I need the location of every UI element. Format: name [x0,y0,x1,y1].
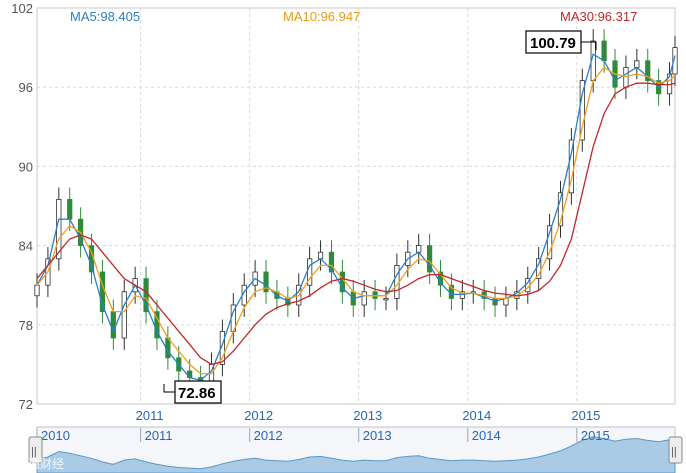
candle-body [416,245,422,253]
y-tick-label: 84 [19,239,33,254]
y-axis: 72 78 84 90 96 102 [11,1,33,412]
plot-frame [36,7,676,405]
x-tick-label: 2013 [353,408,382,423]
left-handle-grip: || [31,446,37,458]
navigator-label: 2014 [472,428,501,443]
moving-average-lines [36,53,676,381]
candle-body [579,80,585,141]
navigator-label: 2013 [363,428,392,443]
low-callout-pointer [163,384,175,393]
x-tick-label: 2015 [571,408,600,423]
candle-body [219,330,226,365]
navigator-area [36,436,676,473]
candle-body [427,245,433,273]
candle-body [121,291,127,339]
navigator-label: 2012 [254,428,283,443]
candle-body [328,251,335,273]
y-tick-label: 90 [19,159,33,174]
candle-body [34,284,40,297]
candle-body [623,67,629,88]
legend-ma10: MA10:96.947 [283,9,360,24]
candle-body [143,278,149,313]
candle-body [546,225,553,260]
y-tick-label: 72 [19,397,33,412]
candle-body [557,192,564,227]
candle-body [383,297,389,301]
candle-body [601,40,607,62]
right-handle-grip: || [671,446,677,458]
ma30-line [36,82,676,366]
candle-body [317,251,324,260]
candle-body [459,291,465,299]
navigator-left-handle[interactable]: || [28,436,43,464]
high-callout-label: 100.79 [530,35,576,52]
x-tick-label: 2011 [136,408,164,423]
legend-ma30: MA30:96.317 [560,9,637,24]
ma5-line [36,53,676,381]
navigator[interactable]: 2010 2011 2012 2013 2014 2015 || || 汇通财经 [16,426,683,473]
low-callout-label: 72.86 [178,385,216,402]
high-callout-pointer [581,41,597,50]
candle-body [672,47,678,75]
legend-ma5: MA5:98.405 [70,9,140,24]
x-tick-label: 2012 [244,408,273,423]
navigator-label: 2011 [145,428,173,443]
x-axis: 2011 2012 2013 2014 2015 [136,408,601,423]
navigator-label: 2010 [41,428,70,443]
left-handle-box[interactable] [28,436,43,464]
y-tick-label: 102 [11,1,33,16]
y-tick-label: 96 [19,80,33,95]
navigator-labels: 2010 2011 2012 2013 2014 2015 [36,428,610,443]
ma10-line [36,66,676,375]
candle-body [110,311,116,339]
navigator-label: 2015 [581,428,610,443]
x-tick-label: 2014 [462,408,491,423]
navigator-right-handle[interactable]: || [668,436,683,464]
y-tick-label: 78 [19,318,33,333]
candle-body [492,297,498,306]
candle-body [67,198,73,220]
low-callout: 72.86 [163,380,222,404]
candle-body [263,271,269,293]
plot-border [36,7,676,405]
candle-body [361,291,367,306]
high-callout: 100.79 [525,30,597,54]
candle-body [634,60,640,68]
candle-body [645,60,651,81]
right-handle-box[interactable] [668,436,683,464]
watermark: 汇通财经 [16,457,64,471]
candle-body [372,291,378,299]
